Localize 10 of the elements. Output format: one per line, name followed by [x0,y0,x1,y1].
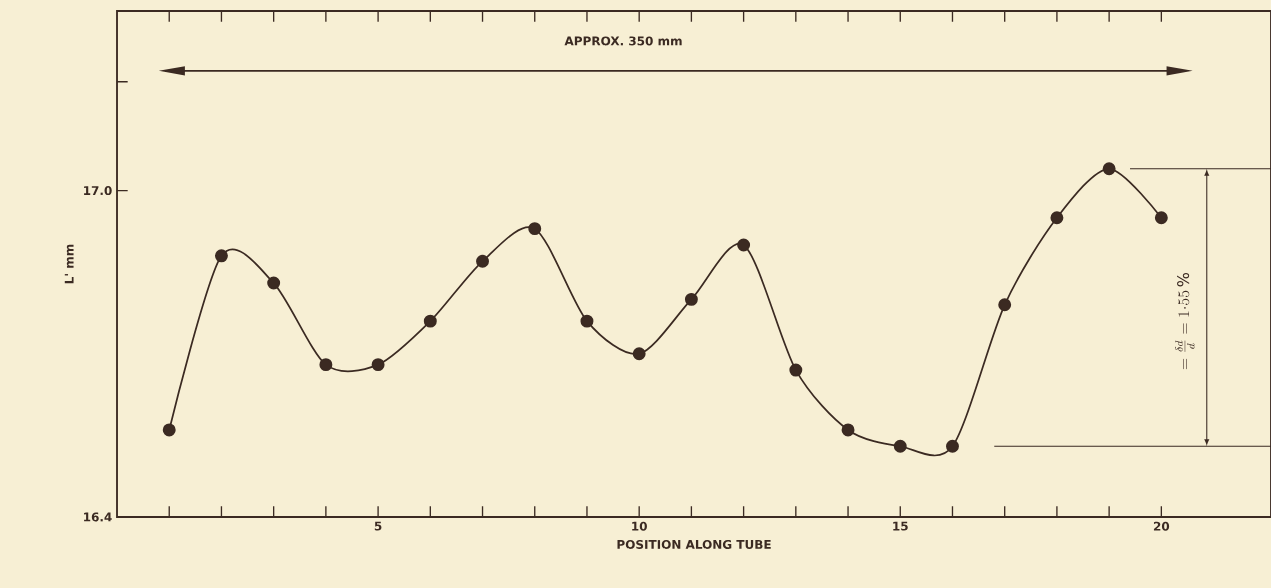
x-tick-label: 10 [632,521,647,531]
x-axis-title: POSITION ALONG TUBE [617,539,771,549]
annotation: $=\frac{\delta d}{d}=1{\cdot}55\,\%$ [1175,273,1195,370]
y-tick-label: 16.4 [84,512,112,522]
x-tick-label: 20 [1153,521,1170,531]
y-tick-label: 17.0 [84,186,112,196]
y-axis-title: L' mm [64,244,74,284]
x-tick-label: 15 [893,521,908,531]
x-tick-label: 5 [374,521,382,531]
annotation: APPROX. 350 mm [564,36,682,46]
